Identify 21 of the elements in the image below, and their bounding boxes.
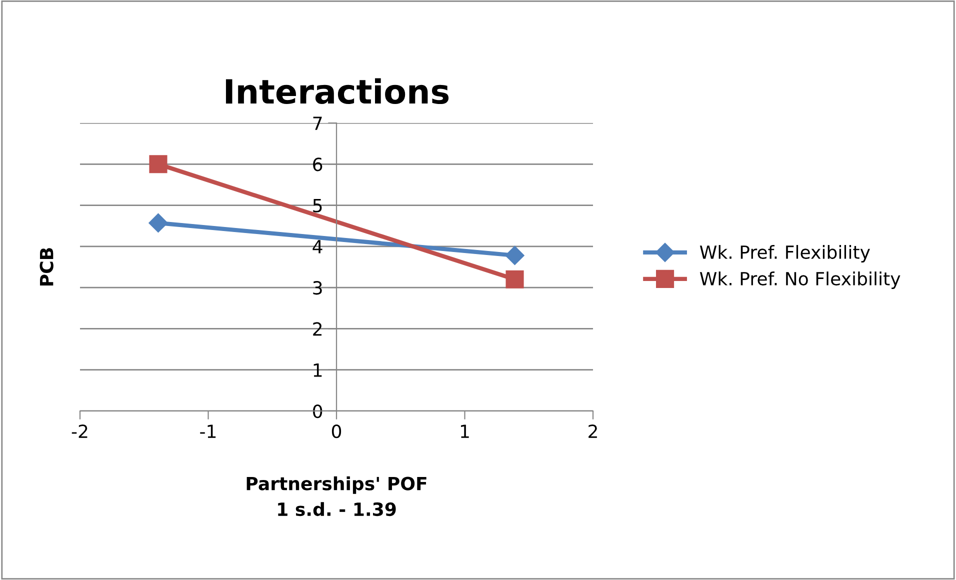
y-tick-label: 5 xyxy=(313,198,322,212)
y-tick-label: 6 xyxy=(313,158,322,172)
chart-title: Interactions xyxy=(226,78,449,104)
legend-label: Wk. Pref. No Flexibility xyxy=(700,272,900,289)
y-axis-title: PCB xyxy=(40,248,54,286)
x-axis-title: Partnerships' POF 1 s.d. - 1.39 xyxy=(246,476,426,516)
x-tick-label: 2 xyxy=(588,424,597,438)
y-tick-label: 1 xyxy=(314,364,322,377)
point xyxy=(505,246,524,266)
x-tick-label: -2 xyxy=(72,424,88,438)
x-tick-label: -1 xyxy=(200,424,216,438)
legend-label: Wk. Pref. Flexibility xyxy=(700,245,870,262)
y-tick-label: 4 xyxy=(312,240,322,254)
point xyxy=(149,155,168,174)
point xyxy=(148,213,168,233)
point xyxy=(506,270,524,288)
x-tick-label: 0 xyxy=(332,424,342,438)
x-tick-label: 1 xyxy=(460,424,469,438)
y-tick-label: 7 xyxy=(313,116,322,130)
y-tick-label: 2 xyxy=(313,322,322,336)
y-tick-label: 3 xyxy=(313,281,322,295)
